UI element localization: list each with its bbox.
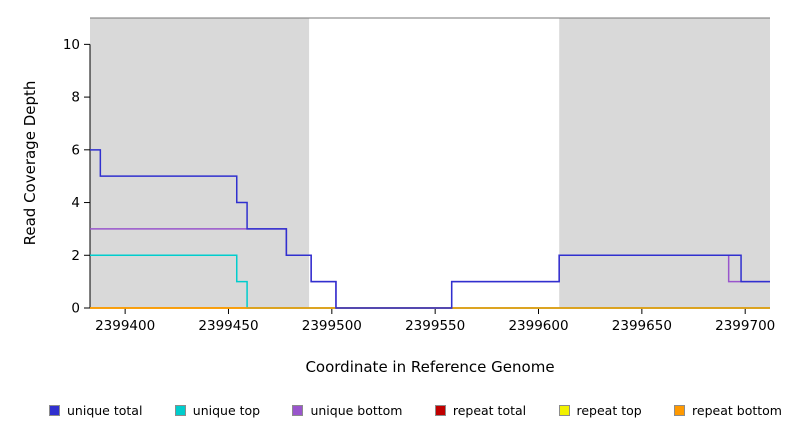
shaded-region — [90, 18, 310, 308]
legend-item-repeat-bottom: repeat bottom — [674, 403, 782, 418]
x-tick-label: 2399650 — [612, 318, 672, 334]
x-tick-label: 2399550 — [405, 318, 465, 334]
x-tick-label: 2399500 — [302, 318, 362, 334]
y-tick-label: 4 — [71, 195, 80, 211]
legend-label: repeat total — [452, 403, 527, 418]
legend: unique total unique top unique bottom re… — [49, 403, 782, 418]
legend-swatch — [49, 405, 60, 416]
legend-item-unique-bottom: unique bottom — [292, 403, 403, 418]
y-tick-label: 10 — [63, 37, 80, 53]
legend-label: repeat bottom — [692, 403, 782, 418]
legend-label: unique bottom — [310, 403, 403, 418]
x-tick-label: 2399450 — [198, 318, 258, 334]
legend-item-repeat-top: repeat top — [558, 403, 642, 418]
y-tick-label: 6 — [71, 142, 80, 158]
legend-swatch — [434, 405, 446, 416]
y-axis-title: Read Coverage Depth — [21, 80, 39, 246]
legend-swatch — [674, 405, 686, 416]
legend-label: unique top — [192, 403, 261, 418]
y-tick-label: 8 — [71, 90, 80, 106]
legend-swatch — [558, 405, 570, 416]
x-tick-label: 2399600 — [508, 318, 568, 334]
x-tick-label: 2399700 — [715, 318, 775, 334]
legend-item-unique-top: unique top — [174, 403, 261, 418]
legend-swatch — [174, 405, 186, 416]
y-tick-label: 2 — [71, 248, 80, 264]
legend-item-repeat-total: repeat total — [434, 403, 527, 418]
legend-label: unique total — [67, 403, 143, 418]
legend-label: repeat top — [576, 403, 642, 418]
x-axis-title: Coordinate in Reference Genome — [305, 358, 555, 376]
legend-swatch — [292, 405, 304, 416]
series-unique-total — [90, 149, 770, 309]
x-tick-label: 2399400 — [95, 318, 155, 334]
legend-item-unique-total: unique total — [49, 403, 143, 418]
shaded-region — [559, 18, 770, 308]
y-tick-label: 0 — [71, 301, 80, 317]
